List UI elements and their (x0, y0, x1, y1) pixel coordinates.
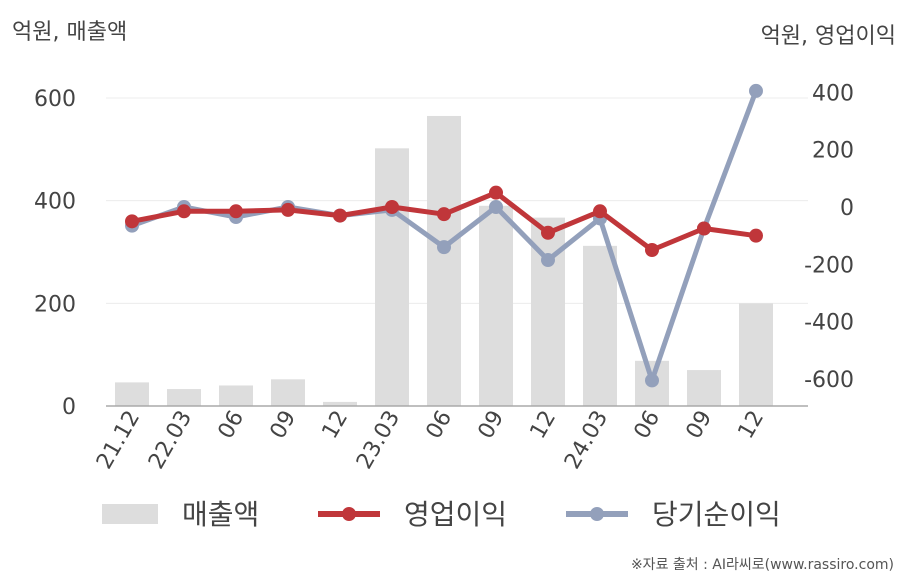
x-tick-label: 12 (318, 407, 354, 444)
left-tick-label: 400 (34, 190, 76, 215)
net-income-point-6 (437, 240, 451, 255)
operating-profit-point-6 (437, 207, 451, 222)
x-tick-label: 23.03 (352, 407, 405, 474)
operating-profit-point-11 (697, 221, 711, 236)
net-income-point-7 (489, 200, 503, 214)
legend-label: 매출액 (182, 498, 259, 531)
left-axis-unit: 억원, 매출액 (12, 20, 128, 45)
x-tick-label: 06 (422, 407, 458, 444)
x-tick-label: 06 (214, 407, 250, 444)
net-income-point-12 (749, 83, 763, 98)
left-tick-label: 600 (34, 87, 76, 112)
operating-profit-point-1 (177, 204, 191, 219)
legend-swatch-sales (102, 504, 158, 524)
bar-2 (219, 385, 253, 406)
x-tick-label: 06 (630, 407, 666, 444)
bar-7 (479, 205, 513, 406)
bar-4 (323, 401, 357, 406)
x-tick-label: 24.03 (560, 407, 613, 474)
operating-profit-point-7 (489, 185, 503, 200)
bar-0 (115, 382, 149, 406)
x-tick-label: 12 (734, 407, 770, 444)
operating-profit-point-2 (229, 204, 243, 219)
x-tick-label: 22.03 (144, 407, 197, 474)
bar-5 (375, 148, 409, 406)
bar-3 (271, 379, 305, 406)
net-income-point-8 (541, 253, 555, 268)
x-tick-label: 09 (682, 407, 718, 444)
operating-profit-point-12 (749, 228, 763, 243)
right-tick-label: -200 (804, 253, 854, 278)
operating-profit-point-4 (333, 208, 347, 223)
operating-profit-point-5 (385, 200, 399, 214)
operating-profit-point-9 (593, 204, 607, 219)
right-tick-label: 400 (812, 81, 854, 106)
legend-label: 당기순이익 (652, 498, 781, 531)
x-tick-label: 09 (474, 407, 510, 444)
bar-9 (583, 245, 617, 406)
left-tick-label: 0 (62, 395, 76, 420)
right-axis-unit: 억원, 영업이익 (760, 24, 896, 49)
operating-profit-point-0 (125, 214, 139, 229)
operating-profit-point-8 (541, 225, 555, 240)
legend-marker-operating-profit (342, 507, 356, 521)
right-tick-label: -600 (804, 368, 854, 393)
operating-profit-point-3 (281, 202, 295, 217)
x-tick-label: 12 (526, 407, 562, 444)
left-tick-label: 200 (34, 292, 76, 317)
x-tick-label: 09 (266, 407, 302, 444)
right-tick-label: -400 (804, 311, 854, 336)
bar-6 (427, 115, 461, 406)
legend-label: 영업이익 (404, 498, 507, 531)
operating-profit-point-10 (645, 243, 659, 257)
source-note: ※자료 출처 : AI라씨로(www.rassiro.com) (630, 557, 894, 573)
net-income-point-10 (645, 373, 659, 388)
bar-1 (167, 389, 201, 406)
right-tick-label: 0 (840, 196, 854, 221)
bar-11 (687, 370, 721, 406)
legend-marker-net-income (590, 507, 604, 521)
bar-12 (739, 303, 773, 406)
x-tick-label: 21.12 (92, 407, 145, 474)
right-tick-label: 200 (812, 139, 854, 164)
